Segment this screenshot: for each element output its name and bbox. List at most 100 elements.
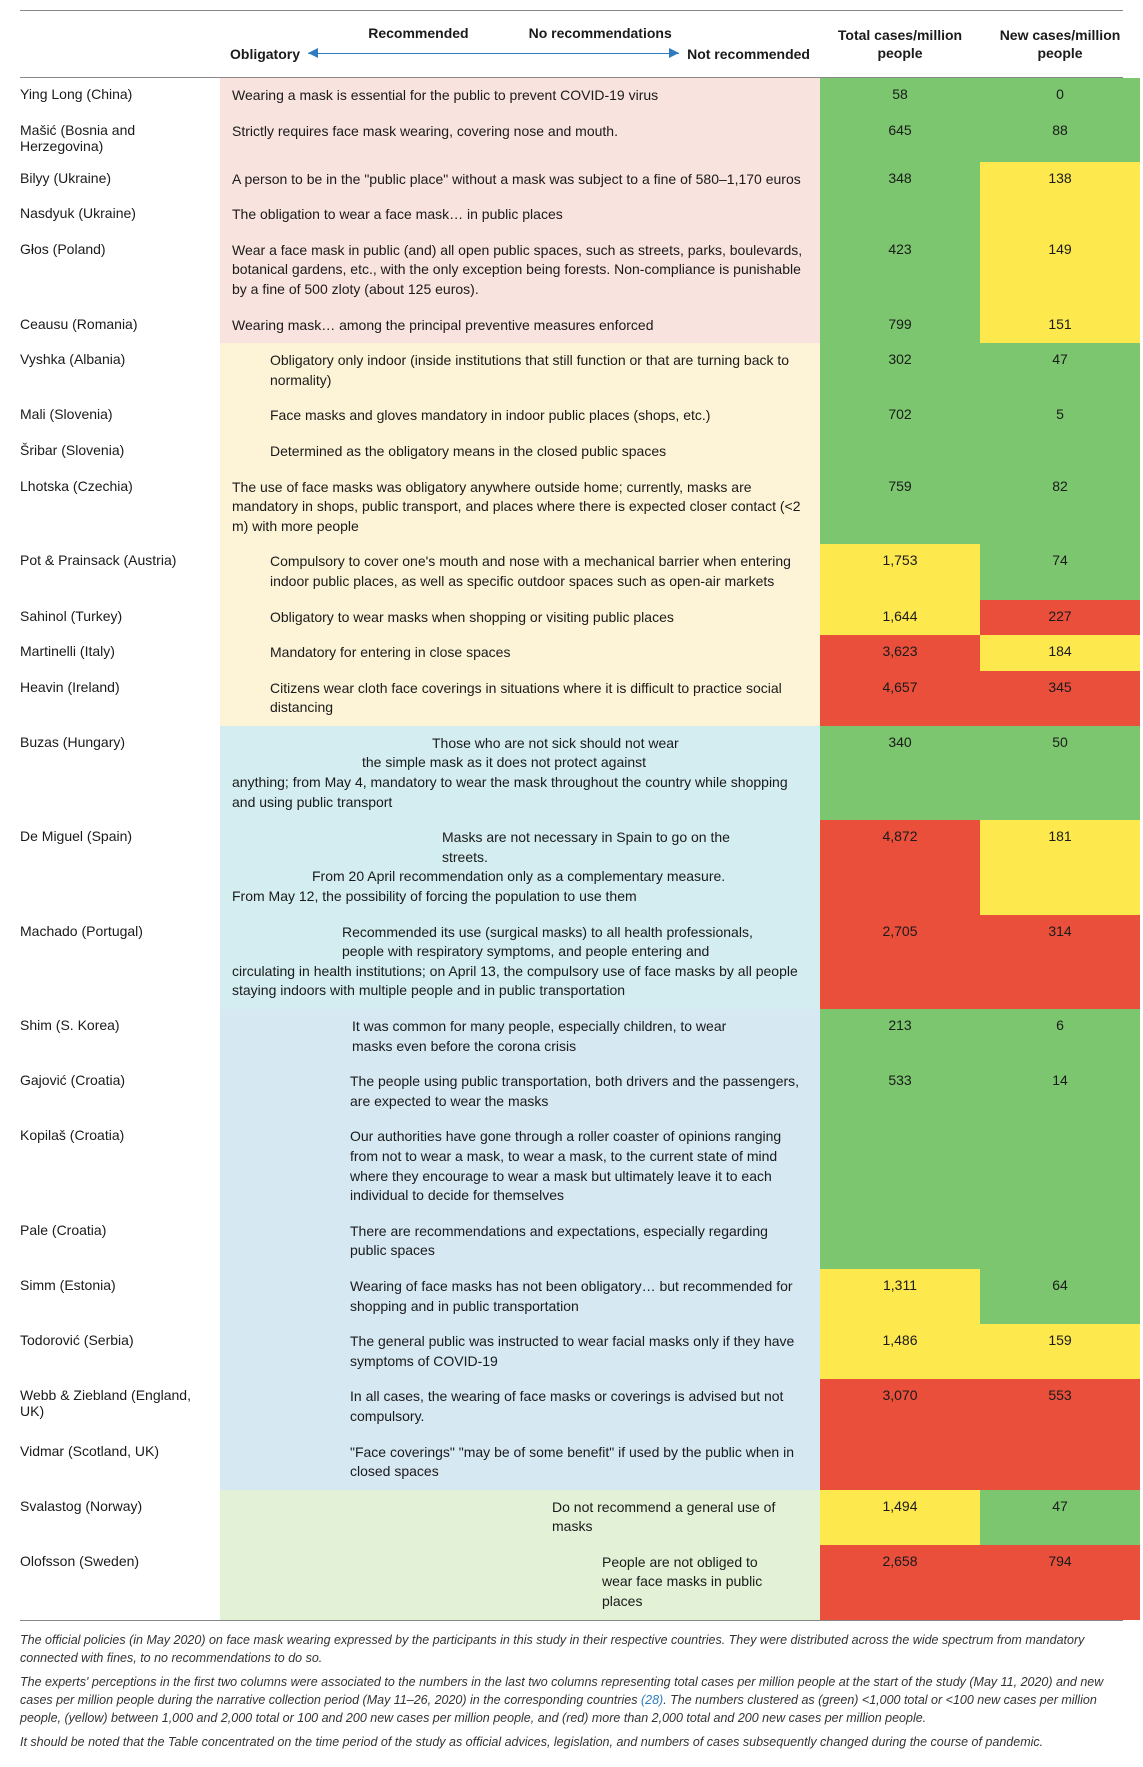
policy-description: Mandatory for entering in close spaces bbox=[220, 635, 820, 671]
new-cases-cell: 227 bbox=[980, 600, 1140, 636]
policy-description: In all cases, the wearing of face masks … bbox=[220, 1379, 820, 1434]
table-row: Mali (Slovenia)Face masks and gloves man… bbox=[20, 398, 1123, 434]
policy-description: Obligatory only indoor (inside instituti… bbox=[220, 343, 820, 398]
new-cases-cell: 149 bbox=[980, 233, 1140, 308]
scale-legend: Recommended No recommendations Obligator… bbox=[220, 11, 820, 77]
country-name: Mašić (Bosnia and Herzegovina) bbox=[20, 114, 220, 162]
country-name: Głos (Poland) bbox=[20, 233, 220, 308]
table-row: Pale (Croatia)There are recommendations … bbox=[20, 1214, 1123, 1269]
policy-description: The obligation to wear a face mask… in p… bbox=[220, 197, 820, 233]
total-cases-cell: 3,623 bbox=[820, 635, 980, 671]
new-cases-cell: 159 bbox=[980, 1324, 1140, 1379]
policy-description: Wearing a mask is essential for the publ… bbox=[220, 78, 820, 114]
table-row: Simm (Estonia)Wearing of face masks has … bbox=[20, 1269, 1123, 1324]
country-name: Pale (Croatia) bbox=[20, 1214, 220, 1269]
new-cases-cell: 184 bbox=[980, 635, 1140, 671]
policy-description: "Face coverings" "may be of some benefit… bbox=[220, 1435, 820, 1490]
table-row: Ying Long (China)Wearing a mask is essen… bbox=[20, 78, 1123, 114]
total-cases-cell: 2,705 bbox=[820, 915, 980, 1009]
policy-description: The use of face masks was obligatory any… bbox=[220, 470, 820, 545]
table-row: Shim (S. Korea)It was common for many pe… bbox=[20, 1009, 1123, 1064]
table-row: Kopilaš (Croatia)Our authorities have go… bbox=[20, 1119, 1123, 1213]
table-row: Głos (Poland)Wear a face mask in public … bbox=[20, 233, 1123, 308]
country-name: Machado (Portugal) bbox=[20, 915, 220, 1009]
total-cases-cell: 4,872 bbox=[820, 820, 980, 914]
total-cases-cell: 1,486 bbox=[820, 1324, 980, 1379]
new-cases-cell: 74 bbox=[980, 544, 1140, 599]
policy-description: Strictly requires face mask wearing, cov… bbox=[220, 114, 820, 162]
country-name: Webb & Ziebland (England, UK) bbox=[20, 1379, 220, 1434]
country-name: Ying Long (China) bbox=[20, 78, 220, 114]
country-name: Gajović (Croatia) bbox=[20, 1064, 220, 1119]
total-cases-cell: 340 bbox=[820, 726, 980, 820]
policy-description: Wear a face mask in public (and) all ope… bbox=[220, 233, 820, 308]
policy-description: It was common for many people, especiall… bbox=[220, 1009, 820, 1064]
total-cases-cell: 348 bbox=[820, 162, 980, 198]
country-name: Kopilaš (Croatia) bbox=[20, 1119, 220, 1213]
country-name: Mali (Slovenia) bbox=[20, 398, 220, 434]
country-name: Simm (Estonia) bbox=[20, 1269, 220, 1324]
table-row: Heavin (Ireland)Citizens wear cloth face… bbox=[20, 671, 1123, 726]
table-row: Olofsson (Sweden)People are not obliged … bbox=[20, 1545, 1123, 1620]
new-cases-cell: 314 bbox=[980, 915, 1140, 1009]
label-notrecommended: Not recommended bbox=[687, 46, 810, 62]
new-cases-cell: 64 bbox=[980, 1269, 1140, 1324]
total-cases-cell: 1,753 bbox=[820, 544, 980, 599]
country-name: Olofsson (Sweden) bbox=[20, 1545, 220, 1620]
total-cases-cell: 799 bbox=[820, 308, 980, 344]
table-row: Sahinol (Turkey)Obligatory to wear masks… bbox=[20, 600, 1123, 636]
table-row: Nasdyuk (Ukraine)The obligation to wear … bbox=[20, 197, 1123, 233]
policy-description: A person to be in the "public place" wit… bbox=[220, 162, 820, 198]
total-cases-cell: 1,644 bbox=[820, 600, 980, 636]
country-name: Martinelli (Italy) bbox=[20, 635, 220, 671]
total-cases-cell: 1,494 bbox=[820, 1490, 980, 1545]
total-cases-cell: 58 bbox=[820, 78, 980, 114]
table-footnote: The official policies (in May 2020) on f… bbox=[20, 1620, 1123, 1752]
country-name: Nasdyuk (Ukraine) bbox=[20, 197, 220, 233]
new-cases-cell: 47 bbox=[980, 343, 1140, 398]
country-name: Vyshka (Albania) bbox=[20, 343, 220, 398]
new-cases-cell: 553 bbox=[980, 1379, 1140, 1434]
new-cases-cell: 151 bbox=[980, 308, 1140, 344]
label-norecommendations: No recommendations bbox=[529, 25, 672, 41]
policy-description: The people using public transportation, … bbox=[220, 1064, 820, 1119]
total-cases-cell: 645 bbox=[820, 114, 980, 162]
policy-description: Wearing of face masks has not been oblig… bbox=[220, 1269, 820, 1324]
policy-description: Our authorities have gone through a roll… bbox=[220, 1119, 820, 1213]
policy-description: Masks are not necessary in Spain to go o… bbox=[220, 820, 820, 914]
citation-link[interactable]: (28) bbox=[641, 1693, 663, 1707]
new-cases-cell: 47 bbox=[980, 1490, 1140, 1545]
policy-description: People are not obliged towear face masks… bbox=[220, 1545, 820, 1620]
new-cases-cell: 794 bbox=[980, 1545, 1140, 1620]
table-row: Svalastog (Norway)Do not recommend a gen… bbox=[20, 1490, 1123, 1545]
policy-description: Do not recommend a general use ofmasks bbox=[220, 1490, 820, 1545]
country-name: Ceausu (Romania) bbox=[20, 308, 220, 344]
policy-description: Wearing mask… among the principal preven… bbox=[220, 308, 820, 344]
table-row: Lhotska (Czechia)The use of face masks w… bbox=[20, 470, 1123, 545]
footnote-p2: The experts' perceptions in the first tw… bbox=[20, 1673, 1123, 1727]
new-cases-cell: 88 bbox=[980, 114, 1140, 162]
table-body: Ying Long (China)Wearing a mask is essen… bbox=[20, 78, 1123, 1620]
footnote-p3: It should be noted that the Table concen… bbox=[20, 1733, 1123, 1751]
new-cases-cell: 5 bbox=[980, 398, 1140, 434]
total-cases-cell: 423 bbox=[820, 233, 980, 308]
new-cases-cell: 82 bbox=[980, 470, 1140, 545]
table-row: Ceausu (Romania)Wearing mask… among the … bbox=[20, 308, 1123, 344]
new-cases-cell: 0 bbox=[980, 78, 1140, 114]
new-cases-cell: 14 bbox=[980, 1064, 1140, 1119]
total-cases-cell: 4,657 bbox=[820, 671, 980, 726]
total-cases-cell: 702 bbox=[820, 398, 980, 434]
total-cases-cell: 302 bbox=[820, 343, 980, 398]
policy-description: The general public was instructed to wea… bbox=[220, 1324, 820, 1379]
table-row: Mašić (Bosnia and Herzegovina)Strictly r… bbox=[20, 114, 1123, 162]
country-name: Todorović (Serbia) bbox=[20, 1324, 220, 1379]
new-cases-cell: 138 bbox=[980, 162, 1140, 198]
table-row: Webb & Ziebland (England, UK)In all case… bbox=[20, 1379, 1123, 1434]
policy-description: Obligatory to wear masks when shopping o… bbox=[220, 600, 820, 636]
table-row: Gajović (Croatia)The people using public… bbox=[20, 1064, 1123, 1119]
policy-description: Citizens wear cloth face coverings in si… bbox=[220, 671, 820, 726]
policy-description: There are recommendations and expectatio… bbox=[220, 1214, 820, 1269]
country-name: Shim (S. Korea) bbox=[20, 1009, 220, 1064]
table-header: Recommended No recommendations Obligator… bbox=[20, 10, 1123, 78]
country-name: Buzas (Hungary) bbox=[20, 726, 220, 820]
